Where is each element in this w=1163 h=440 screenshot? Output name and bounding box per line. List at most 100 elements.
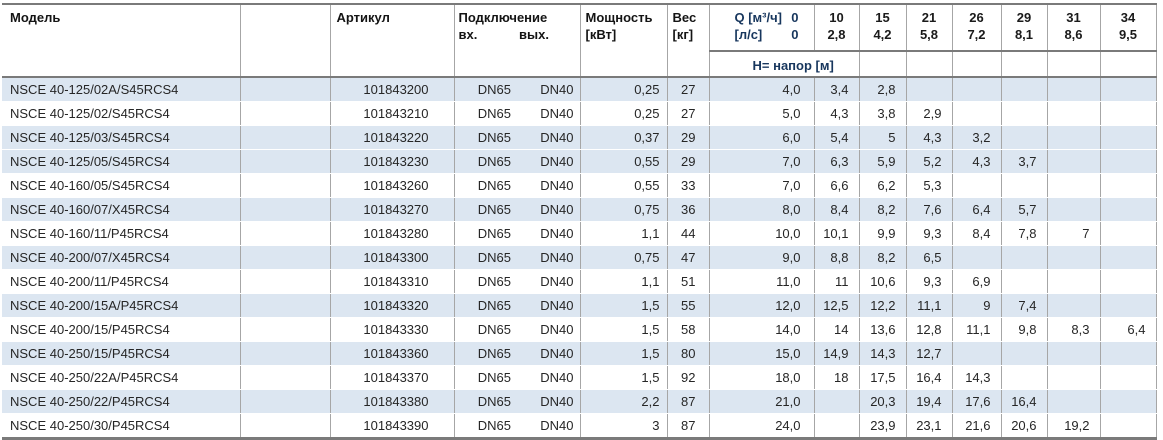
- head-cell: 9,0: [708, 245, 814, 270]
- head-cell: 6,5: [905, 245, 952, 270]
- outlet-cell: DN40: [517, 149, 580, 174]
- power-cell: 0,55: [579, 149, 667, 174]
- spacer-cell: [239, 197, 330, 222]
- head-cell: 16,4: [905, 365, 952, 390]
- head-cell: 17,6: [951, 389, 1001, 414]
- head-cell: [1099, 389, 1157, 414]
- spacer-cell: [239, 77, 330, 102]
- head-cell: 12,0: [708, 293, 814, 318]
- power-cell: 1,1: [579, 269, 667, 294]
- power-cell: 3: [579, 413, 667, 440]
- inlet-cell: DN65: [453, 101, 517, 126]
- head-cell: [1099, 245, 1157, 270]
- head-cell: 10,6: [858, 269, 906, 294]
- power-cell: 0,37: [579, 125, 667, 150]
- model-cell: NSCE 40-200/07/X45RCS4: [2, 245, 240, 270]
- head-cell: [1000, 365, 1047, 390]
- head-cell: [1099, 149, 1157, 174]
- weight-cell: 29: [666, 125, 709, 150]
- head-cell: [1099, 341, 1157, 366]
- head-cell: 6,0: [708, 125, 814, 150]
- head-cell: 13,6: [858, 317, 906, 342]
- article-cell: 101843260: [329, 173, 454, 198]
- power-cell: 1,5: [579, 293, 667, 318]
- head-row-label: Н= напор [м]: [708, 51, 859, 78]
- table-row: NSCE 40-250/15/P45RCS4 101843360 DN65 DN…: [2, 341, 1157, 366]
- head-cell: 12,7: [905, 341, 952, 366]
- table-header: Модель Артикул Подключение вх. вых. Мощн…: [2, 4, 1157, 78]
- head-cell: 19,2: [1046, 413, 1100, 440]
- model-cell: NSCE 40-250/30/P45RCS4: [2, 413, 240, 440]
- weight-cell: 33: [666, 173, 709, 198]
- article-cell: 101843360: [329, 341, 454, 366]
- model-cell: NSCE 40-200/15/P45RCS4: [2, 317, 240, 342]
- head-cell: [1099, 173, 1157, 198]
- col-header-spacer: [239, 4, 330, 78]
- head-cell: [813, 413, 859, 440]
- article-cell: 101843280: [329, 221, 454, 246]
- outlet-cell: DN40: [517, 317, 580, 342]
- head-cell: [1000, 341, 1047, 366]
- inlet-cell: DN65: [453, 365, 517, 390]
- head-cell: 23,9: [858, 413, 906, 440]
- head-cell: 8,2: [858, 245, 906, 270]
- head-cell: 5: [858, 125, 906, 150]
- head-cell: 5,7: [1000, 197, 1047, 222]
- head-cell: 24,0: [708, 413, 814, 440]
- outlet-cell: DN40: [517, 341, 580, 366]
- head-cell: 5,9: [858, 149, 906, 174]
- article-cell: 101843330: [329, 317, 454, 342]
- power-cell: 1,5: [579, 365, 667, 390]
- head-cell: 11,0: [708, 269, 814, 294]
- head-cell: [1099, 293, 1157, 318]
- spacer-cell: [239, 269, 330, 294]
- outlet-cell: DN40: [517, 173, 580, 198]
- article-cell: 101843270: [329, 197, 454, 222]
- head-cell: 6,3: [813, 149, 859, 174]
- col-header-model: Модель: [2, 4, 240, 78]
- head-cell: [1099, 197, 1157, 222]
- head-cell: 5,4: [813, 125, 859, 150]
- weight-cell: 87: [666, 413, 709, 440]
- head-cell: [1046, 341, 1100, 366]
- head-cell: 15,0: [708, 341, 814, 366]
- spacer-cell: [239, 221, 330, 246]
- power-cell: 0,55: [579, 173, 667, 198]
- col-header-flow-4: 26 7,2: [951, 4, 1001, 52]
- head-cell: 8,2: [858, 197, 906, 222]
- head-cell: 9,3: [905, 221, 952, 246]
- head-cell: 4,3: [905, 125, 952, 150]
- head-cell: 8,3: [1046, 317, 1100, 342]
- outlet-cell: DN40: [517, 269, 580, 294]
- head-cell: 11,1: [905, 293, 952, 318]
- head-cell: 3,4: [813, 77, 859, 102]
- spacer-cell: [239, 293, 330, 318]
- head-cell: 6,4: [951, 197, 1001, 222]
- article-cell: 101843210: [329, 101, 454, 126]
- head-cell: 12,2: [858, 293, 906, 318]
- spacer-cell: [239, 125, 330, 150]
- outlet-cell: DN40: [517, 221, 580, 246]
- model-cell: NSCE 40-160/05/S45RCS4: [2, 173, 240, 198]
- head-cell: [951, 245, 1001, 270]
- col-header-flow-2: 15 4,2: [858, 4, 906, 52]
- outlet-cell: DN40: [517, 365, 580, 390]
- table-row: NSCE 40-125/05/S45RCS4 101843230 DN65 DN…: [2, 149, 1157, 174]
- col-header-flow-1: 10 2,8: [813, 4, 859, 52]
- connection-label: Подключение: [458, 10, 548, 25]
- head-cell: [1046, 293, 1100, 318]
- inlet-cell: DN65: [453, 245, 517, 270]
- head-cell: 20,6: [1000, 413, 1047, 440]
- head-cell: 8,4: [951, 221, 1001, 246]
- table-row: NSCE 40-160/07/X45RCS4 101843270 DN65 DN…: [2, 197, 1157, 222]
- head-cell: 3,7: [1000, 149, 1047, 174]
- inlet-cell: DN65: [453, 413, 517, 440]
- model-cell: NSCE 40-125/02A/S45RCS4: [2, 77, 240, 102]
- inlet-cell: DN65: [453, 389, 517, 414]
- head-cell: 7: [1046, 221, 1100, 246]
- head-cell: [1099, 413, 1157, 440]
- head-cell: 11: [813, 269, 859, 294]
- power-cell: 1,1: [579, 221, 667, 246]
- head-cell: 9,8: [1000, 317, 1047, 342]
- head-cell: 6,4: [1099, 317, 1157, 342]
